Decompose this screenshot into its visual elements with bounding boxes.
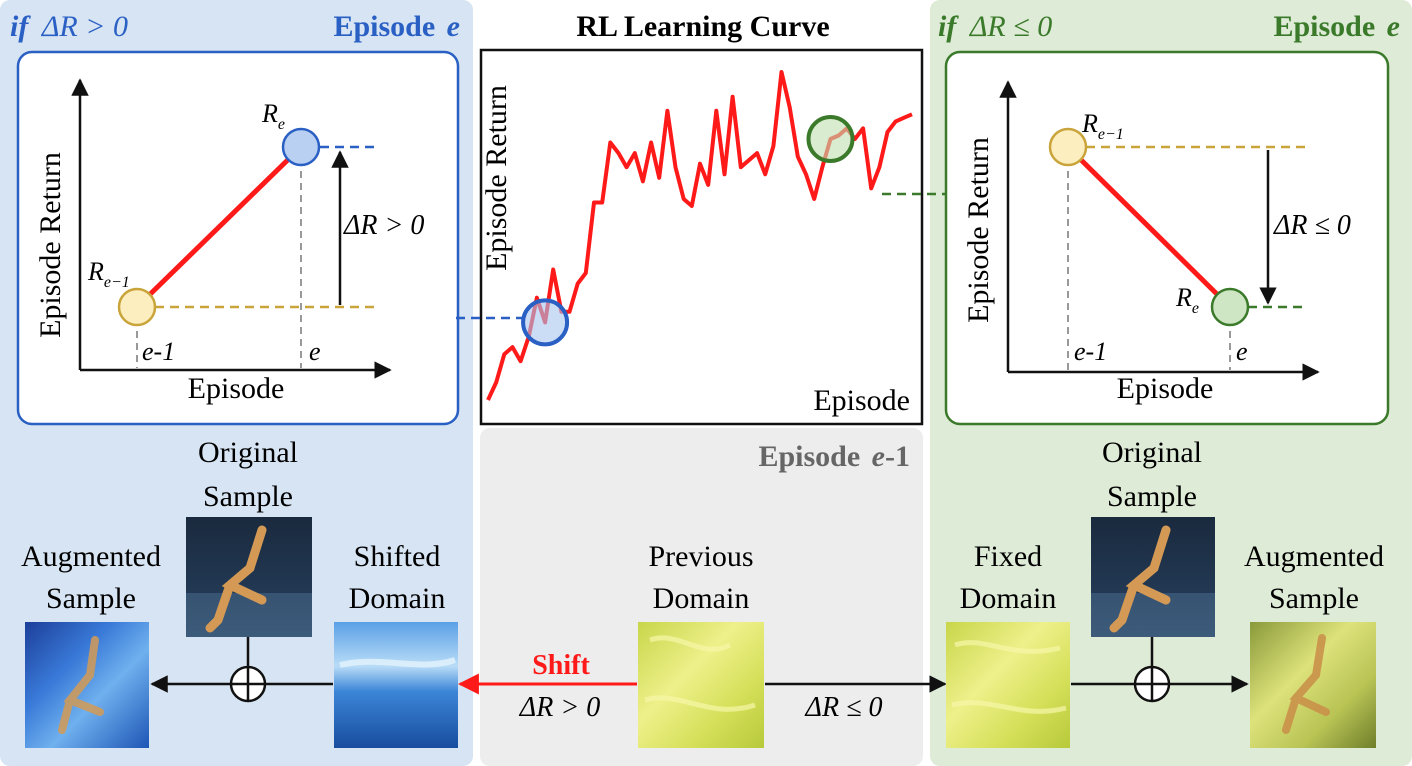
- right-return-line: [1066, 145, 1232, 309]
- left-x-label: Episode: [188, 372, 285, 405]
- right-curr-point-label: Re: [1175, 283, 1199, 317]
- left-chart-frame: [16, 50, 460, 426]
- shifted-domain-image: [334, 622, 458, 748]
- left-delta-label: ΔR > 0: [343, 210, 424, 241]
- learning-curve: [486, 70, 913, 401]
- left-prev-point-label: Re−1: [87, 257, 130, 291]
- center-y-label: Episode Return: [480, 85, 513, 271]
- right-augmented-label-2: Sample: [1269, 582, 1359, 615]
- left-tick-curr: e: [309, 337, 321, 366]
- curve-highlight-green: [806, 115, 855, 163]
- left-original-label-1: Original: [198, 436, 298, 469]
- left-episode-label: Episode e: [333, 10, 460, 43]
- left-augmented-label-1: Augmented: [21, 540, 161, 573]
- fixed-condition: ΔR ≤ 0: [805, 692, 883, 723]
- left-prev-point: [117, 287, 157, 327]
- right-original-label-2: Sample: [1107, 480, 1197, 513]
- right-y-label: Episode Return: [962, 137, 995, 323]
- right-tick-prev: e-1: [1074, 337, 1107, 366]
- right-delta-label: ΔR ≤ 0: [1273, 210, 1351, 241]
- right-original-sample-image: [1091, 517, 1215, 637]
- left-curr-point: [281, 127, 321, 167]
- left-original-label-2: Sample: [203, 480, 293, 513]
- left-tick-prev: e-1: [142, 337, 175, 366]
- center-bottom-episode-label: Episode e-1: [758, 440, 910, 473]
- previous-domain-label-1: Previous: [649, 540, 754, 573]
- right-tick-curr: e: [1236, 337, 1248, 366]
- previous-domain-image: [638, 622, 764, 748]
- right-episode-label: Episode e: [1273, 10, 1400, 43]
- shift-label: Shift: [532, 650, 590, 681]
- left-header: if ΔR > 0: [10, 10, 128, 43]
- left-y-label: Episode Return: [34, 152, 67, 338]
- fixed-domain-label-2: Domain: [960, 582, 1057, 615]
- shift-condition: ΔR > 0: [519, 692, 600, 723]
- right-x-label: Episode: [1117, 372, 1214, 405]
- left-augmented-sample-image: [25, 622, 149, 748]
- center-chart-frame: [479, 48, 924, 426]
- curve-highlight-blue: [521, 298, 570, 347]
- center-bottom-panel-bg: [480, 428, 923, 766]
- left-augmented-label-2: Sample: [46, 582, 136, 615]
- previous-domain-label-2: Domain: [653, 582, 750, 615]
- right-augmented-sample-image: [1250, 622, 1376, 748]
- fixed-domain-label-1: Fixed: [974, 540, 1042, 573]
- shifted-domain-label-1: Shifted: [354, 540, 441, 573]
- right-prev-point: [1048, 127, 1088, 167]
- right-original-label-1: Original: [1102, 436, 1202, 469]
- left-return-line: [135, 145, 303, 309]
- right-prev-point-label: Re−1: [1081, 109, 1124, 143]
- center-title: RL Learning Curve: [576, 10, 829, 43]
- shifted-domain-label-2: Domain: [349, 582, 446, 615]
- left-curr-point-label: Re: [261, 99, 285, 133]
- right-curr-point: [1210, 287, 1250, 327]
- center-x-label: Episode: [813, 384, 910, 417]
- right-header: if ΔR ≤ 0: [938, 10, 1052, 43]
- left-original-sample-image: [186, 517, 312, 637]
- right-augmented-label-1: Augmented: [1244, 540, 1384, 573]
- fixed-domain-image: [946, 622, 1070, 748]
